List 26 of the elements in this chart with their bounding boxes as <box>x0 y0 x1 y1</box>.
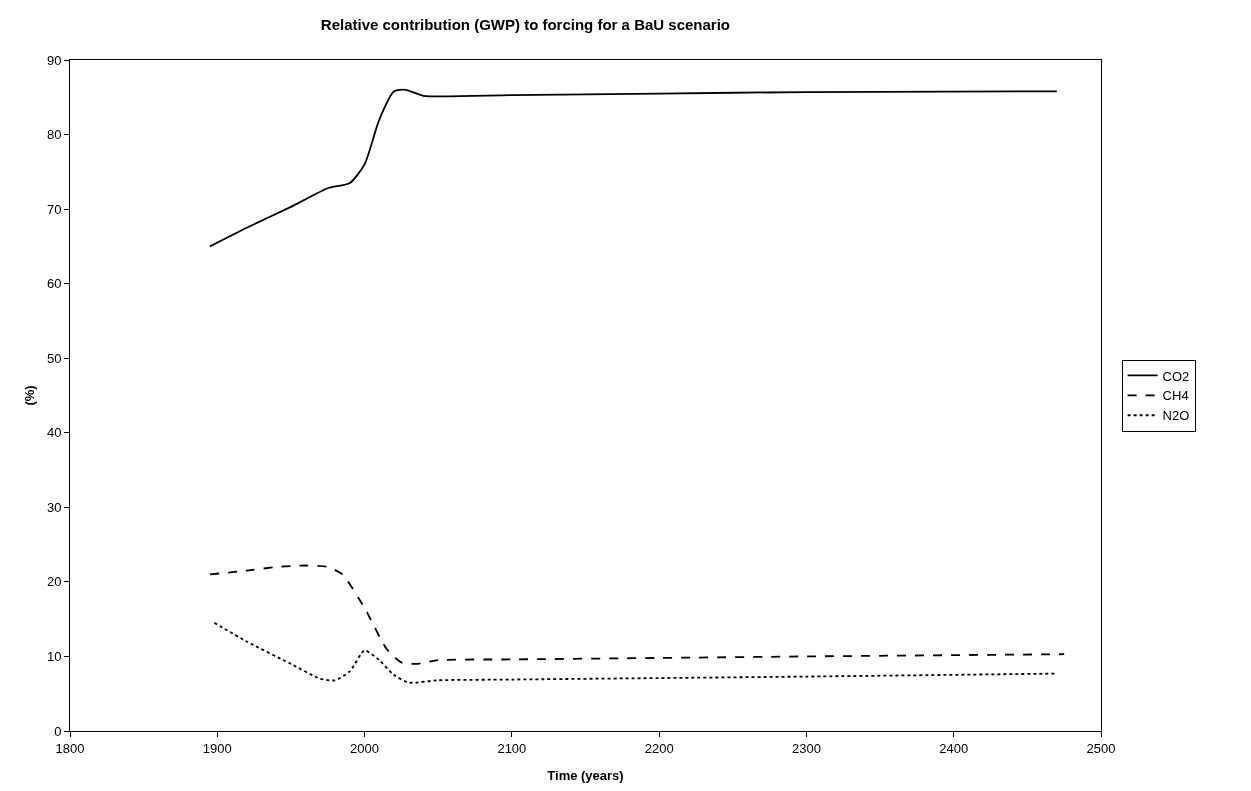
y-tick-label: 50 <box>46 350 62 366</box>
x-tick-label: 1800 <box>55 740 85 756</box>
x-tick-label: 2100 <box>497 740 527 756</box>
y-tick-label: 80 <box>46 127 62 143</box>
y-tick-label: 90 <box>46 52 62 68</box>
x-tick-label: 2000 <box>350 740 380 756</box>
y-tick-label: 70 <box>46 201 62 217</box>
x-tick-label: 2200 <box>644 740 674 756</box>
x-axis-title: Time (years) <box>547 768 624 783</box>
y-tick-label: 60 <box>46 276 62 292</box>
y-tick-label: 10 <box>46 648 62 664</box>
x-tick-label: 1900 <box>202 740 232 756</box>
y-tick-label: 30 <box>46 499 62 515</box>
x-tick-label: 2500 <box>1086 740 1116 756</box>
x-tick-label: 2400 <box>939 740 969 756</box>
chart-title: Relative contribution (GWP) to forcing for a BaU scenario <box>320 16 731 34</box>
legend-label: N2O <box>1162 408 1190 424</box>
legend-label: CH4 <box>1162 388 1189 404</box>
x-tick-label: 2300 <box>791 740 821 756</box>
y-axis-title: (%) <box>22 385 37 406</box>
legend-label: CO2 <box>1162 368 1190 384</box>
y-tick-label: 20 <box>46 574 62 590</box>
line-series <box>209 88 1058 248</box>
line-series <box>209 564 1066 665</box>
y-tick-label: 0 <box>54 723 62 739</box>
y-tick-label: 40 <box>46 425 62 441</box>
